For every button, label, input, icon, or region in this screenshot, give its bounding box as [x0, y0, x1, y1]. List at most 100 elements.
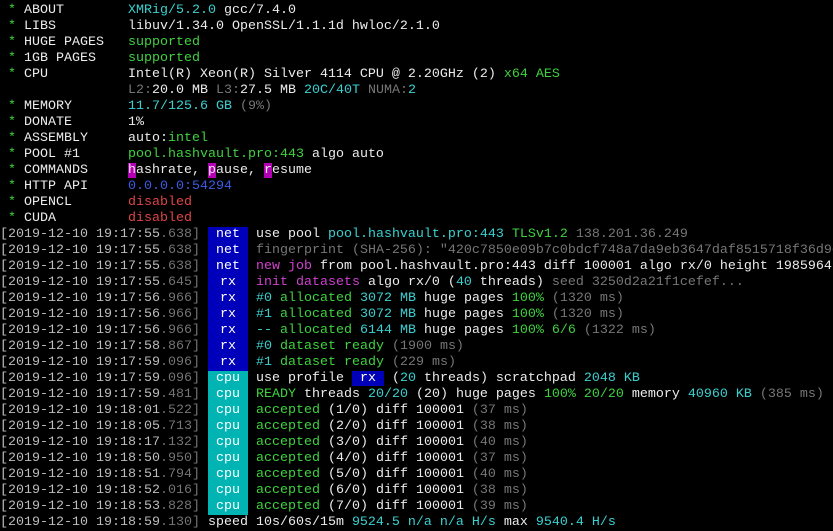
- log-message-segment: threads: [295, 387, 368, 402]
- timestamp-open-bracket: [: [0, 291, 8, 306]
- log-line: [2019-12-10 19:17:59.481] cpu READY thre…: [0, 387, 833, 403]
- log-message-segment: (3/0) diff 100001: [319, 435, 464, 450]
- timestamp-close-bracket: ]: [191, 403, 200, 418]
- timestamp-open-bracket: [: [0, 419, 8, 434]
- info-value-segment: algo auto: [303, 147, 384, 162]
- log-message-segment: #0: [255, 291, 272, 306]
- log-line: [2019-12-10 19:17:59.096] rx #1 dataset …: [0, 355, 833, 371]
- log-line: [2019-12-10 19:17:56.966] rx #1 allocate…: [0, 307, 833, 323]
- timestamp-open-bracket: [: [0, 323, 8, 338]
- log-line: [2019-12-10 19:17:56.966] rx -- allocate…: [0, 323, 833, 339]
- log-message-segment: 100%: [503, 307, 544, 322]
- timestamp-close-bracket: ]: [191, 371, 200, 386]
- info-line: * ASSEMBLY auto:intel: [0, 131, 833, 147]
- timestamp: 2019-12-10 19:17:56.966: [8, 291, 192, 306]
- info-value-segment: 11.7/125.6 GB: [127, 99, 232, 114]
- log-message-segment: 40960 KB: [687, 387, 752, 402]
- log-line: [2019-12-10 19:17:58.867] rx #0 dataset …: [0, 339, 833, 355]
- info-value-segment: 27.5 MB: [239, 83, 296, 98]
- bullet-star-icon: *: [0, 51, 24, 66]
- info-value-segment: esume: [271, 163, 312, 178]
- log-line: [2019-12-10 19:17:55.645] rx init datase…: [0, 275, 833, 291]
- bullet-star-icon: *: [0, 19, 24, 34]
- timestamp-open-bracket: [: [0, 499, 8, 514]
- info-label: ASSEMBLY: [24, 131, 128, 146]
- log-message-segment: 3072 MB: [351, 291, 416, 306]
- log-tag-rx: rx: [207, 291, 248, 307]
- log-tag-net: net: [207, 243, 248, 259]
- timestamp-close-bracket: ]: [191, 499, 200, 514]
- bullet-star-icon: *: [0, 179, 24, 194]
- timestamp-close-bracket: ]: [191, 515, 200, 530]
- log-message-segment: threads): [471, 275, 544, 290]
- log-tag-cpu: cpu: [207, 387, 248, 403]
- info-value-segment: ashrate,: [135, 163, 208, 178]
- log-message-segment: algo rx/0 (: [359, 275, 456, 290]
- bullet-star-icon: *: [0, 35, 24, 50]
- info-value-segment: disabled: [127, 211, 192, 226]
- log-tag-cpu: cpu: [207, 451, 248, 467]
- log-message-segment: 100% 6/6: [503, 323, 576, 338]
- timestamp: 2019-12-10 19:18:52.016: [8, 483, 192, 498]
- log-tag-cpu: cpu: [207, 467, 248, 483]
- log-message-segment: 20: [399, 371, 416, 386]
- log-message-segment: (6/0) diff 100001: [319, 483, 464, 498]
- timestamp: 2019-12-10 19:17:55.638: [8, 243, 192, 258]
- info-line: * OPENCL disabled: [0, 195, 833, 211]
- bullet-star-icon: *: [0, 195, 24, 210]
- log-line: [2019-12-10 19:18:17.132] cpu accepted (…: [0, 435, 833, 451]
- log-tag-rx: rx: [207, 339, 248, 355]
- info-value-segment: pool.hashvault.pro:443: [127, 147, 304, 162]
- info-label: OPENCL: [24, 195, 128, 210]
- info-label: DONATE: [24, 115, 128, 130]
- timestamp-close-bracket: ]: [191, 307, 200, 322]
- info-label: POOL #1: [24, 147, 128, 162]
- timestamp: 2019-12-10 19:17:59.096: [8, 371, 192, 386]
- bullet-star-icon: *: [0, 147, 24, 162]
- bullet-star-icon: *: [0, 3, 24, 18]
- log-line: [2019-12-10 19:17:56.966] rx #0 allocate…: [0, 291, 833, 307]
- log-message-segment: 9540.4 H/s: [535, 515, 616, 530]
- info-line: * LIBS libuv/1.34.0 OpenSSL/1.1.1d hwloc…: [0, 19, 833, 35]
- info-line: L2:20.0 MB L3:27.5 MB 20C/40T NUMA:2: [0, 83, 833, 99]
- info-value-segment: disabled: [127, 195, 192, 210]
- log-message-segment: (1320 ms): [543, 291, 624, 306]
- log-message-segment: #1: [255, 355, 272, 370]
- info-value-segment: L3:: [207, 83, 240, 98]
- timestamp: 2019-12-10 19:18:01.522: [8, 403, 192, 418]
- timestamp: 2019-12-10 19:18:51.794: [8, 467, 192, 482]
- log-message-segment: dataset ready: [271, 355, 384, 370]
- timestamp-close-bracket: ]: [191, 467, 200, 482]
- log-tag-rx: rx: [207, 355, 248, 371]
- timestamp-open-bracket: [: [0, 307, 8, 322]
- timestamp-close-bracket: ]: [191, 419, 200, 434]
- log-message-segment: (1320 ms): [543, 307, 624, 322]
- indent: [0, 83, 128, 98]
- info-label: 1GB PAGES: [24, 51, 128, 66]
- log-message-segment: (1900 ms): [383, 339, 464, 354]
- timestamp: 2019-12-10 19:17:55.638: [8, 227, 192, 242]
- log-message-segment: use profile: [255, 371, 352, 386]
- log-message-segment: (385 ms): [751, 387, 824, 402]
- log-line: [2019-12-10 19:18:05.713] cpu accepted (…: [0, 419, 833, 435]
- timestamp: 2019-12-10 19:17:56.966: [8, 307, 192, 322]
- info-value-segment: ause,: [215, 163, 264, 178]
- log-tag-net: net: [207, 227, 248, 243]
- info-value-segment: supported: [127, 51, 200, 66]
- timestamp-open-bracket: [: [0, 259, 8, 274]
- bullet-star-icon: *: [0, 131, 24, 146]
- timestamp-open-bracket: [: [0, 515, 8, 530]
- log-message-segment: accepted: [255, 483, 320, 498]
- info-value-segment: (9%): [231, 99, 272, 114]
- info-value-segment: h: [127, 163, 136, 178]
- log-message-segment: init datasets: [255, 275, 360, 290]
- info-label: CPU: [24, 67, 128, 82]
- timestamp-close-bracket: ]: [191, 323, 200, 338]
- log-message-segment: #1: [255, 307, 272, 322]
- timestamp: 2019-12-10 19:17:58.867: [8, 339, 192, 354]
- log-line: [2019-12-10 19:18:50.950] cpu accepted (…: [0, 451, 833, 467]
- log-message-segment: huge pages: [415, 291, 504, 306]
- timestamp-close-bracket: ]: [191, 259, 200, 274]
- log-message-segment: fingerprint (SHA-256): "420c7850e09b7c0b…: [255, 243, 833, 258]
